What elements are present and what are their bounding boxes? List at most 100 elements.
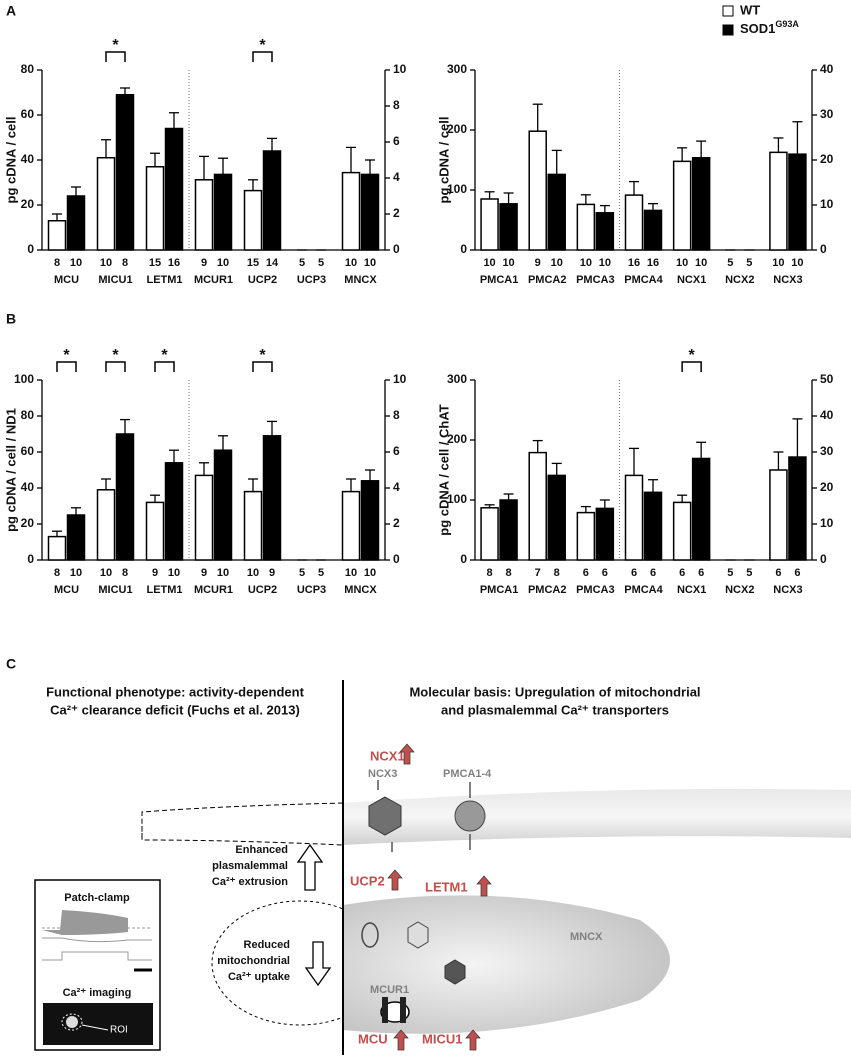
up-arrow [387, 869, 403, 891]
heading: Ca²⁺ clearance deficit (Fuchs et al. 201… [50, 702, 300, 717]
category-label: MICU1 [98, 584, 132, 596]
category-label: MCUR1 [194, 274, 233, 286]
y-tick-label: 80 [21, 62, 35, 76]
significance-bracket [252, 361, 273, 372]
stimulus [42, 951, 152, 961]
bar [499, 499, 518, 561]
legend-swatch [722, 5, 734, 17]
bar [66, 195, 86, 251]
y2-tick-label: 0 [393, 242, 400, 256]
category-label: NCX2 [725, 274, 754, 286]
significance-bracket [105, 361, 126, 372]
n-label: 5 [746, 567, 752, 579]
y-tick-label: 40 [21, 152, 35, 166]
inset-title: Patch-clamp [64, 892, 130, 904]
bar [341, 171, 361, 251]
n-label: 9 [201, 257, 207, 269]
y2-tick-label: 10 [393, 372, 407, 386]
n-label: 10 [70, 257, 82, 269]
y2-tick-label: 10 [393, 62, 407, 76]
bar [595, 507, 615, 561]
bar [115, 433, 135, 561]
category-label: UCP3 [297, 274, 326, 286]
up-arrow [296, 843, 324, 891]
panel-letter: B [6, 311, 16, 327]
significance-star: * [161, 347, 168, 364]
category-label: UCP2 [248, 274, 277, 286]
category-label: MNCX [344, 274, 377, 286]
n-label: 10 [599, 257, 611, 269]
n-label: 6 [794, 567, 800, 579]
category-label: PMCA4 [624, 584, 663, 596]
significance-star: * [259, 347, 266, 364]
category-label: NCX3 [773, 274, 802, 286]
y2-tick-label: 30 [820, 444, 834, 458]
ucp2-label: UCP2 [350, 873, 385, 888]
n-label: 10 [217, 257, 229, 269]
heading: Functional phenotype: activity-dependent [46, 684, 305, 699]
n-label: 5 [727, 567, 733, 579]
y2-tick-label: 40 [820, 62, 834, 76]
membrane [343, 788, 851, 845]
category-label: PMCA1 [480, 584, 519, 596]
membrane-outline [141, 802, 344, 846]
significance-star: * [689, 347, 696, 364]
y2-tick-label: 8 [393, 408, 400, 422]
significance-star: * [259, 37, 266, 54]
category-label: PMCA1 [480, 274, 519, 286]
n-label: 10 [791, 257, 803, 269]
y2-tick-label: 6 [393, 134, 400, 148]
bar [164, 462, 184, 561]
significance-bracket [252, 51, 273, 62]
roi-label: ROI [110, 1025, 128, 1036]
n-label: 10 [100, 567, 112, 579]
n-label: 8 [54, 257, 60, 269]
inset-title: Ca²⁺ imaging [63, 987, 132, 999]
y2-tick-label: 4 [393, 170, 400, 184]
category-label: MCUR1 [194, 584, 233, 596]
n-label: 5 [727, 257, 733, 269]
bar [341, 490, 361, 561]
category-label: PMCA3 [576, 584, 615, 596]
bar [145, 166, 165, 251]
mncx-label: MNCX [570, 931, 603, 943]
n-label: 8 [54, 567, 60, 579]
legend-label: SOD1G93A [740, 19, 799, 36]
micu1-label: MICU1 [422, 1031, 462, 1046]
cell [66, 1016, 78, 1028]
legend-label: WT [740, 2, 760, 17]
significance-star: * [112, 347, 119, 364]
flux-arrow [377, 780, 393, 852]
y2-tick-label: 10 [820, 516, 834, 530]
y2-tick-label: 50 [820, 372, 834, 386]
n-label: 10 [345, 257, 357, 269]
category-label: NCX2 [725, 584, 754, 596]
y-tick-label: 0 [460, 242, 467, 256]
uptake-text: mitochondrial [217, 955, 290, 967]
n-label: 10 [100, 257, 112, 269]
pmca-label: PMCA1-4 [443, 768, 492, 780]
n-label: 10 [168, 567, 180, 579]
y-tick-label: 60 [21, 444, 35, 458]
bar [213, 173, 233, 251]
bar [360, 173, 380, 251]
category-label: MCU [54, 274, 79, 286]
y-tick-label: 20 [21, 516, 35, 530]
n-label: 10 [345, 567, 357, 579]
bar [262, 150, 282, 251]
y2-tick-label: 20 [820, 480, 834, 494]
bar [480, 507, 499, 561]
bar [547, 474, 566, 561]
ucp-icon [361, 922, 379, 948]
letm1-label: LETM1 [425, 879, 468, 894]
y-tick-label: 20 [21, 197, 35, 211]
extrusion-text: plasmalemmal [212, 860, 288, 872]
uptake-text: Reduced [244, 939, 290, 951]
n-label: 5 [318, 257, 324, 269]
pmca-icon [454, 800, 486, 832]
ncx1-label: NCX1 [370, 748, 405, 763]
n-label: 8 [122, 257, 128, 269]
bar [194, 474, 214, 561]
n-label: 5 [299, 257, 305, 269]
trace [42, 937, 152, 943]
